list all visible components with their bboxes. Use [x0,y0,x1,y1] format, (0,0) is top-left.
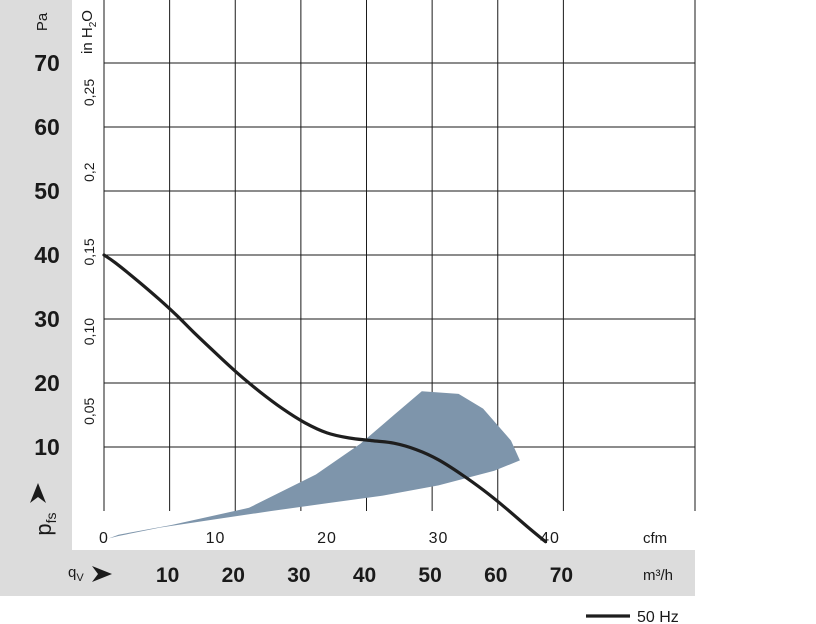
flow-arrow-icon [92,566,112,582]
pa-unit-label: Pa [34,12,51,31]
m3h-tick-label: 10 [156,564,179,587]
inh2o-tick-label: 0,05 [81,397,97,424]
cfm-tick-label: 20 [317,530,337,547]
pa-tick-label: 60 [34,114,60,140]
tick-labels: 10 20 30 40 50 60 70 0,05 0,10 0,15 0,2 0,25 0 10 20 30… [34,50,573,587]
pressure-symbol: pfs [31,512,59,535]
pressure-arrow-icon [30,483,46,503]
m3h-tick-label: 50 [418,564,441,587]
pa-tick-label: 20 [34,370,60,396]
cfm-tick-label: 30 [429,530,449,547]
pa-tick-label: 50 [34,178,60,204]
m3h-tick-label: 40 [353,564,376,587]
shaded-area-layer [108,391,520,539]
bottom-axis-panel [72,550,695,596]
inh2o-tick-label: 0,25 [81,79,97,106]
left-axis-panel [0,0,72,596]
cfm-unit-label: cfm [643,530,667,547]
inh2o-tick-label: 0,2 [81,162,97,182]
flow-symbol: qV [68,564,84,584]
m3h-tick-label: 60 [484,564,507,587]
m3h-tick-label: 70 [550,564,573,587]
inh2o-unit-label: in H2O [79,10,99,54]
cfm-tick-label: 0 [99,530,109,547]
cfm-tick-label: 40 [540,530,560,547]
operating-range-area [108,391,520,539]
pa-tick-label: 10 [34,434,60,460]
inh2o-tick-label: 0,15 [81,238,97,265]
inh2o-tick-label: 0,10 [81,318,97,345]
curve-layer [102,253,548,544]
m3h-tick-label: 20 [222,564,245,587]
series-line-50hz [102,253,548,544]
pa-tick-label: 40 [34,242,60,268]
pa-tick-label: 70 [34,50,60,76]
m3h-unit-label: m³/h [643,567,673,584]
m3h-tick-label: 30 [287,564,310,587]
cfm-tick-label: 10 [206,530,226,547]
pa-tick-label: 30 [34,306,60,332]
legend-label: 50 Hz [637,609,679,624]
